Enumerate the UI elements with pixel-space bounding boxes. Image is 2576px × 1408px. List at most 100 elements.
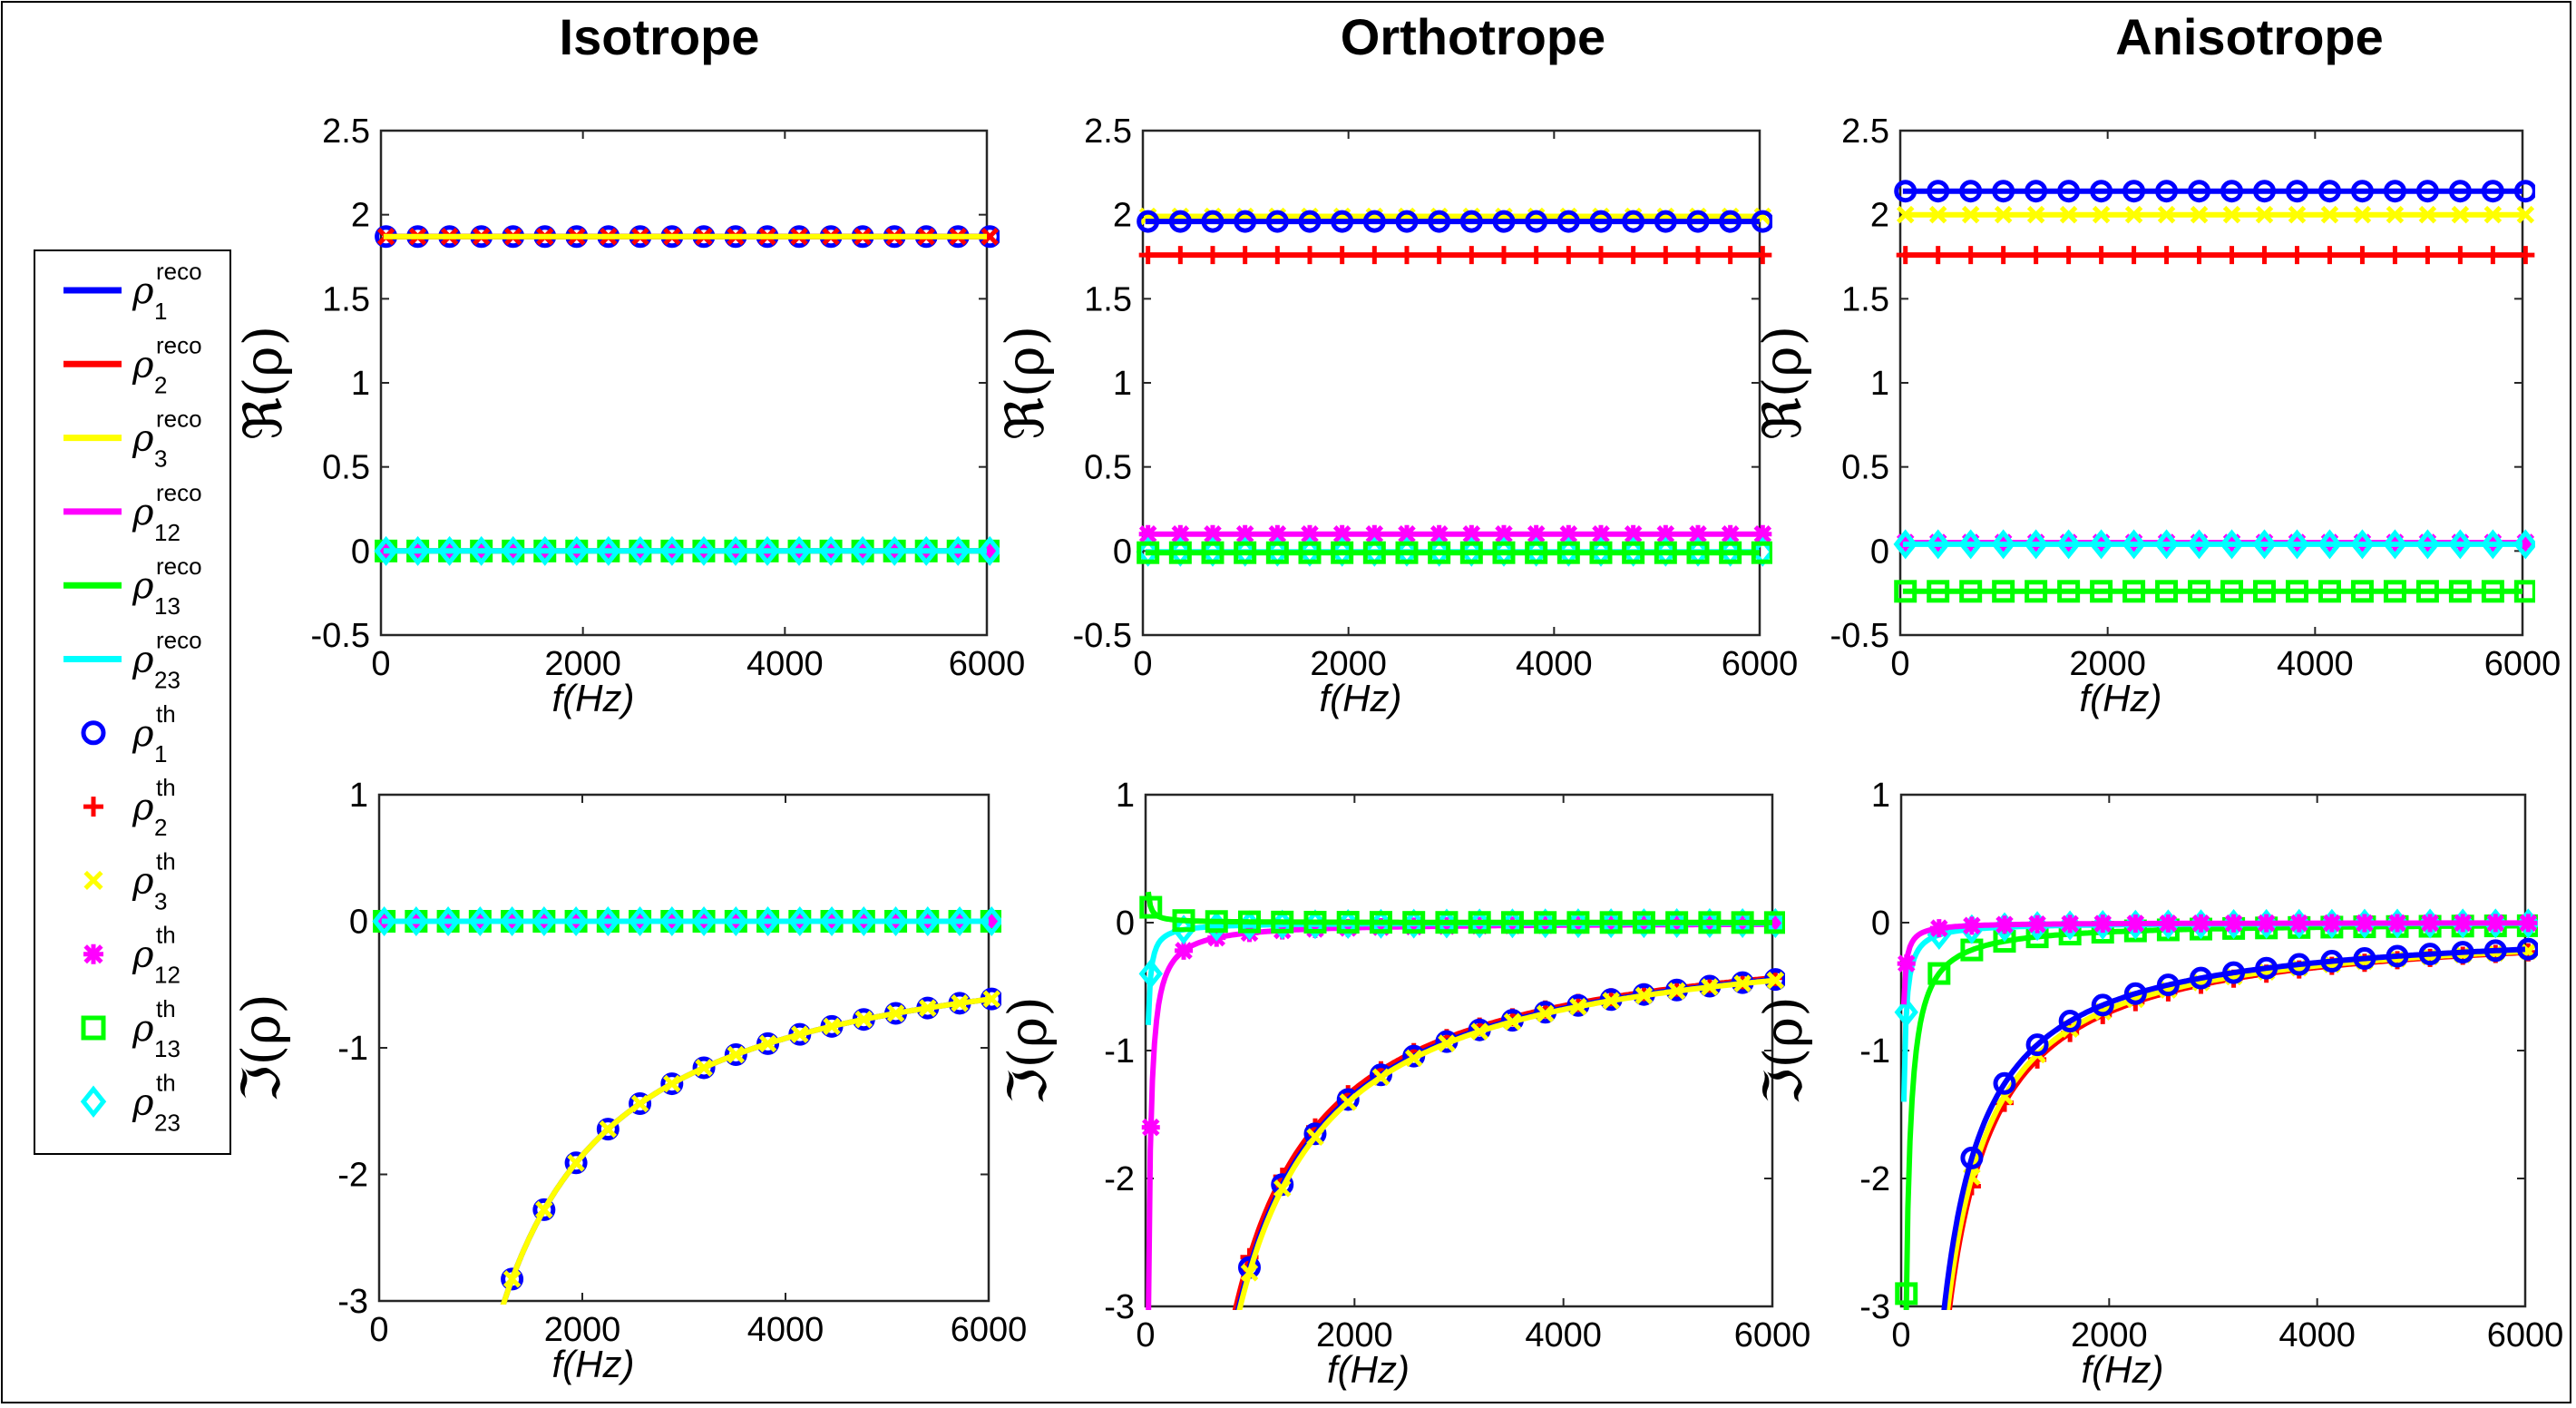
data-marker	[599, 1120, 618, 1139]
data-marker	[2024, 529, 2048, 560]
data-marker	[501, 535, 525, 566]
legend-marker-asterisk-icon	[83, 944, 103, 964]
data-marker	[2317, 180, 2341, 203]
y-tick-label: 0	[349, 904, 368, 942]
data-marker	[1500, 908, 1525, 939]
data-marker	[1733, 974, 1751, 992]
x-axis-label: f(Hz)	[1320, 677, 1402, 719]
data-marker	[1656, 246, 1675, 265]
data-marker	[1171, 914, 1196, 945]
data-marker	[2421, 914, 2440, 933]
data-marker	[1992, 180, 2015, 203]
data-marker	[946, 535, 971, 566]
data-marker	[1168, 210, 1192, 233]
legend-item: ρ 23 th	[80, 1069, 181, 1136]
data-marker	[1404, 1049, 1423, 1068]
y-axis-label: ℜ(ρ)	[1751, 326, 1813, 441]
data-marker	[1369, 1063, 1392, 1087]
y-tick-label: -1	[1859, 1032, 1890, 1071]
data-marker	[1273, 1179, 1292, 1198]
data-marker	[2415, 529, 2440, 560]
legend-label: ρ	[132, 787, 154, 828]
data-marker	[1721, 246, 1740, 265]
data-marker	[1929, 919, 1948, 938]
data-marker	[2415, 580, 2439, 603]
data-marker	[1204, 246, 1222, 265]
data-marker	[1201, 541, 1225, 564]
data-marker	[1961, 205, 1980, 224]
legend-item: ρ 2 reco	[63, 331, 202, 398]
data-marker	[2122, 529, 2146, 560]
data-marker	[1721, 524, 1740, 543]
data-marker	[437, 535, 462, 566]
data-marker	[2059, 246, 2078, 265]
data-marker	[2188, 580, 2211, 603]
data-marker	[1468, 911, 1491, 934]
legend-label-superscript: reco	[156, 406, 202, 433]
x-axis-label: f(Hz)	[2080, 677, 2162, 719]
y-tick-label: 2.5	[1841, 112, 1889, 151]
data-marker	[1667, 982, 1686, 1001]
data-marker	[2350, 180, 2374, 203]
x-tick-label: 2000	[1316, 1316, 1393, 1354]
y-tick-label: 1.5	[322, 280, 370, 318]
data-marker	[1632, 908, 1656, 939]
data-marker	[2386, 246, 2405, 265]
y-tick-label: 2.5	[322, 112, 370, 151]
y-tick-label: 0	[1116, 904, 1135, 943]
data-marker	[1503, 1012, 1522, 1031]
data-marker	[1894, 180, 1917, 203]
data-marker	[1336, 1088, 1360, 1111]
legend-label-superscript: reco	[156, 627, 202, 654]
data-marker	[2350, 580, 2374, 603]
data-marker	[1336, 911, 1360, 934]
data-marker	[1137, 541, 1160, 564]
y-tick-label: 1	[1113, 365, 1132, 403]
legend-label: ρ	[132, 270, 154, 312]
legend-label-superscript: th	[156, 774, 176, 801]
data-marker	[2157, 246, 2176, 265]
column-title-isotrope: Isotrope	[560, 8, 760, 65]
series-group	[1894, 908, 2538, 1310]
data-marker	[1525, 541, 1548, 564]
y-tick-label: -0.5	[311, 617, 370, 655]
data-marker	[1994, 205, 2013, 224]
data-marker	[978, 535, 1000, 566]
y-tick-label: 1.5	[1841, 280, 1889, 318]
data-marker	[1731, 911, 1754, 934]
data-marker	[1395, 210, 1419, 233]
legend-label-subscript: 3	[154, 445, 167, 473]
data-marker	[1235, 524, 1254, 543]
data-marker	[2220, 580, 2244, 603]
data-marker	[1459, 210, 1483, 233]
legend-label-subscript: 13	[154, 1035, 181, 1062]
data-marker	[2122, 580, 2146, 603]
x-tick-label: 6000	[2484, 645, 2561, 683]
data-marker	[1404, 917, 1423, 936]
data-marker	[2448, 529, 2473, 560]
data-marker	[1362, 210, 1386, 233]
legend-label-subscript: 2	[154, 371, 167, 398]
data-marker	[532, 535, 557, 566]
legend-label-subscript: 12	[154, 962, 181, 989]
y-axis-label: ℑ(ρ)	[997, 996, 1059, 1105]
data-marker	[1365, 524, 1384, 543]
data-marker	[1559, 246, 1578, 265]
data-marker	[2288, 246, 2307, 265]
y-tick-label: -2	[337, 1157, 368, 1195]
data-marker	[2516, 937, 2538, 961]
data-marker	[2025, 580, 2048, 603]
data-marker	[2093, 914, 2113, 934]
data-marker	[1331, 541, 1354, 564]
data-marker	[919, 999, 937, 1017]
data-marker	[1525, 210, 1548, 233]
data-marker	[1654, 541, 1677, 564]
data-marker	[1298, 210, 1322, 233]
data-marker	[1719, 210, 1742, 233]
data-marker	[980, 905, 1001, 937]
